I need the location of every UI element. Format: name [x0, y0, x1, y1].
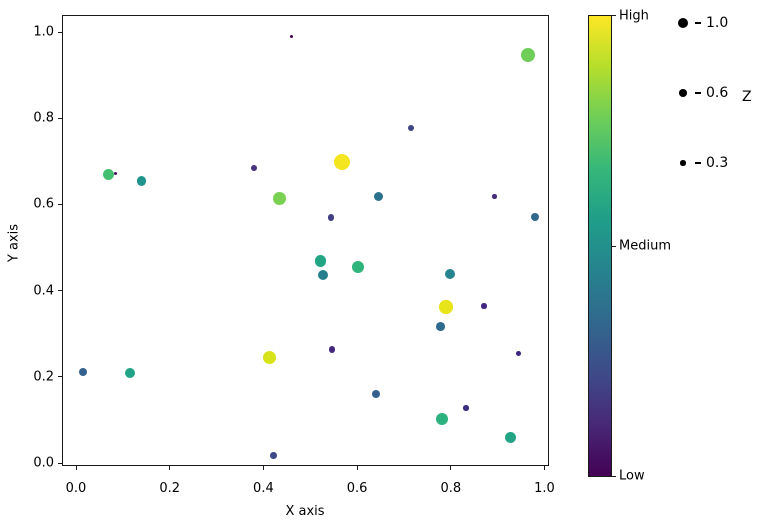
y-tick-label: 0.6 — [33, 196, 54, 212]
data-point — [530, 212, 540, 222]
data-point — [352, 260, 365, 273]
y-axis-tick — [58, 376, 62, 378]
data-point — [481, 303, 487, 309]
size-legend-tick — [695, 22, 701, 24]
x-tick-label: 0.6 — [346, 481, 368, 496]
x-axis-tick — [450, 466, 452, 470]
data-point — [435, 413, 448, 426]
y-axis-tick — [58, 31, 62, 33]
plot-area — [62, 15, 549, 466]
colorbar — [588, 15, 612, 477]
colorbar-label-medium: Medium — [619, 238, 671, 254]
data-point — [314, 255, 327, 267]
data-point — [79, 368, 88, 377]
size-legend-tick — [695, 162, 701, 164]
colorbar-label-low: Low — [619, 468, 645, 484]
y-axis-tick — [58, 290, 62, 292]
data-point — [333, 153, 350, 170]
data-point — [114, 171, 118, 175]
data-point — [124, 367, 136, 379]
x-tick-label: 0.8 — [440, 481, 462, 496]
colorbar-tick-high — [612, 15, 616, 16]
x-tick-label: 0.2 — [159, 481, 181, 496]
data-point — [492, 194, 497, 199]
y-tick-label: 0.2 — [33, 369, 54, 385]
data-point — [262, 350, 277, 365]
size-legend-label: 1.0 — [706, 15, 729, 31]
size-legend-marker — [678, 18, 688, 28]
data-point — [521, 47, 536, 62]
y-tick-label: 1.0 — [33, 24, 54, 40]
data-point — [273, 192, 287, 205]
x-axis-tick — [169, 466, 171, 470]
data-point — [270, 451, 277, 459]
x-tick-label: 0.4 — [253, 481, 274, 496]
y-axis-tick — [58, 462, 62, 464]
y-axis-label: Y axis — [6, 223, 22, 263]
data-point — [463, 405, 469, 411]
data-point — [251, 165, 258, 172]
x-axis-tick — [75, 466, 77, 470]
y-tick-label: 0.0 — [33, 455, 54, 471]
x-axis-tick — [262, 466, 264, 470]
data-point — [407, 125, 414, 132]
x-axis-label: X axis — [285, 504, 325, 519]
data-point — [327, 214, 335, 222]
data-point — [328, 345, 336, 353]
data-point — [444, 268, 456, 280]
size-legend-marker — [680, 160, 686, 166]
data-point — [103, 168, 115, 180]
colorbar-label-high: High — [619, 8, 649, 24]
data-point — [136, 176, 147, 186]
y-tick-label: 0.8 — [33, 110, 54, 126]
x-axis-tick — [544, 466, 545, 470]
size-legend-title: Z — [742, 89, 752, 105]
y-axis-tick — [58, 203, 62, 205]
colorbar-tick-low — [612, 476, 616, 477]
data-point — [436, 322, 445, 332]
data-point — [439, 300, 453, 314]
y-tick-label: 0.4 — [33, 283, 54, 299]
data-point — [318, 270, 329, 281]
size-legend-marker — [679, 89, 687, 97]
size-legend-tick — [695, 92, 701, 94]
x-axis-tick — [356, 466, 358, 470]
x-tick-label: 0.0 — [65, 481, 87, 496]
x-tick-label: 1.0 — [534, 481, 555, 496]
size-legend-label: 0.6 — [706, 85, 729, 101]
y-axis-tick — [58, 117, 62, 119]
data-point — [289, 34, 294, 39]
data-point — [516, 351, 522, 356]
size-legend-label: 0.3 — [706, 155, 729, 171]
data-point — [371, 389, 381, 399]
data-point — [504, 432, 516, 444]
data-point — [373, 192, 383, 202]
colorbar-tick-medium — [612, 246, 616, 247]
